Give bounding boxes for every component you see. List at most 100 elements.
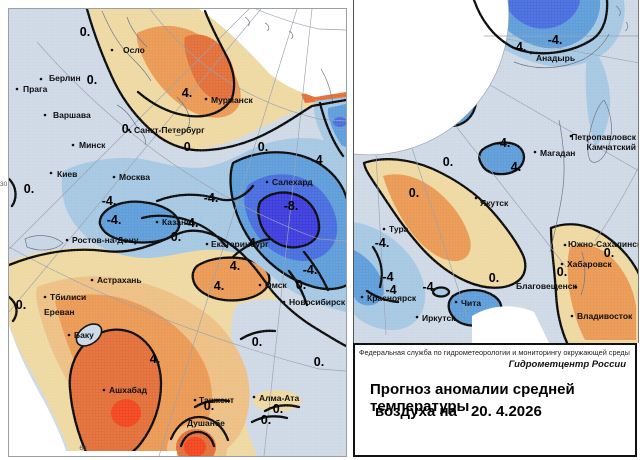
contour-label: 0. [443,155,453,169]
city-label: Минск [79,140,106,150]
city-dot [193,398,197,402]
city-label: Анадырь [536,53,575,63]
contour-label: 0. [557,265,567,279]
city-dot [454,300,458,304]
forecast-date: 20. 4.2026 [470,403,542,420]
city-label: Осло [123,45,145,55]
city-dot [110,48,114,52]
city-dot [155,220,159,224]
city-label: Берлин [49,73,81,83]
city-label: Алма-Ата [259,393,299,403]
city-dot [204,97,208,101]
contour-label: 0. [252,335,262,349]
city-dot [43,113,47,117]
city-dot [533,150,537,154]
city-dot [529,51,533,55]
city-label: Красноярск [367,293,417,303]
contour-label: 0. [16,298,26,312]
contour-label: 0. [184,140,194,154]
longitude-edge-label: 30 [0,181,8,188]
contour-label: 4. [230,259,240,273]
city-label: Петропавловск [571,132,636,142]
city-label: Киев [57,169,77,179]
city-dot [360,295,364,299]
contour-label: -4. [548,33,563,47]
city-dot [43,295,47,299]
forecast-title-line1: Прогноз аномалии средней температуры [370,381,575,415]
left-map-panel: 0. 0. 4. 0. 0. 0. 0. -4. -4. -4. -4. 0. 4. -8. 4. 4. -4.… [8,8,347,457]
city-label: Владивосток [577,311,633,321]
city-label: Баку [74,330,94,340]
graticule-edge-label: 60 [79,445,87,452]
city-label: Тбилиси [50,292,86,302]
contour-label: -4. [375,236,390,250]
hydromet-center-name: Гидрометцентр России [508,359,626,370]
contour-label: 0. [204,399,214,413]
city-label: Якутск [480,198,509,208]
contour-label: -4. [107,213,122,227]
contour-label: 0. [171,230,181,244]
city-dot [102,388,106,392]
contour-label: 0. [24,182,34,196]
contour-label: -4. [512,40,527,54]
city-label: Прага [23,84,48,94]
city-dot [570,314,574,318]
city-label: Чита [461,298,481,308]
city-dot [415,315,419,319]
contour-label: -4 [422,280,433,294]
contour-label: -8. [284,199,299,213]
forecast-title-line2-text: воздуха на [375,403,457,420]
city-label: Омск [265,280,288,290]
contour-label: 0. [80,25,90,39]
city-dot [563,243,567,247]
city-label: Мурманск [211,95,254,105]
city-dot [71,143,75,147]
left-labels: 0.0.4.0.0. 0.0.-4.-4.-4.-4.0. 4.-8.4.4.-4.… [15,25,346,452]
city-dot [560,262,564,266]
city-label: Салехард [272,177,313,187]
city-dot [474,196,478,200]
contour-label: 0. [122,122,132,136]
contour-label: -4 [385,283,396,297]
city-dot [574,285,578,289]
contour-label: 0. [258,140,268,154]
city-label: Астрахань [97,275,142,285]
city-label: Камчатский [587,142,636,152]
city-label: Новосибирск [289,297,346,307]
city-label: Ереван [44,307,75,317]
city-dot [65,238,69,242]
contour-label: 0. [87,73,97,87]
city-label: Казань [162,217,191,227]
contour-label: -4 [382,270,393,284]
contour-label: 4. [249,236,259,250]
city-label: Варшава [53,110,91,120]
city-dot [127,128,131,132]
contour-label: 0. [261,413,271,427]
city-dot [265,180,269,184]
agency-line: Федеральная служба по гидрометеорологии … [359,348,630,357]
city-dot [205,242,209,246]
city-label: Санкт-Петербург [134,125,205,135]
city-label: Южно-Сахалинск [568,239,638,249]
contour-label: 4. [150,352,160,366]
contour-label: 4. [214,279,224,293]
contour-label: 0. [296,278,306,292]
contour-label: -4. [184,216,199,230]
right-labels: -4. -4.-4.4.0.0.-4.-4-4 -40. 0.0.АнадырьПет… [360,33,638,323]
contour-label: -4 [311,153,322,167]
city-dot [382,227,386,231]
city-label: Иркутск [422,313,456,323]
contour-label: 4. [511,160,521,174]
contour-label: -4. [496,136,511,150]
contour-label: -4. [102,194,117,208]
city-dot [112,175,116,179]
city-label: Душанбе [187,418,225,428]
city-label: Тура [389,224,409,234]
city-dot [569,134,573,138]
city-dot [90,278,94,282]
city-label: Магадан [540,148,575,158]
city-label: Екатеринбург [211,239,269,249]
title-box: Федеральная служба по гидрометеорологии … [353,343,637,457]
city-label: Благовещенск [516,281,577,291]
